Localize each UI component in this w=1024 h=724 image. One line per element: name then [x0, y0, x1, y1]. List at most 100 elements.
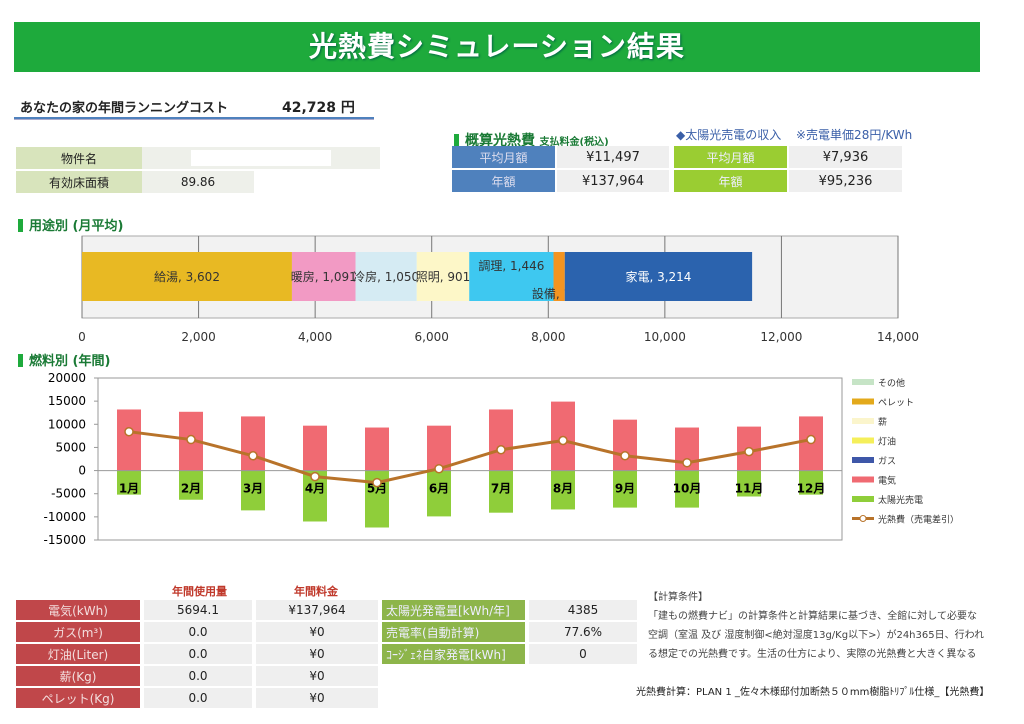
- usage-label: 灯油(Liter): [16, 644, 140, 664]
- y-tick-label: 20000: [48, 371, 86, 385]
- data-label: 照明, 901: [416, 270, 471, 284]
- bar-electric: [303, 425, 327, 471]
- usage-label: ガス(m³): [16, 622, 140, 642]
- usage-cost: ¥0: [256, 666, 378, 686]
- line-point: [620, 451, 630, 461]
- solar-label: 売電率(自動計算): [382, 622, 525, 642]
- estimate-annual-label: 年額: [452, 170, 555, 192]
- x-tick-label: 0: [78, 330, 86, 344]
- x-category-label: 3月: [243, 482, 263, 496]
- y-tick-label: -15000: [43, 533, 86, 547]
- line-point: [186, 434, 196, 445]
- line-point: [434, 463, 444, 474]
- legend-label: 薪: [878, 416, 887, 428]
- conditions-line: る想定での光熱費です。生活の仕方により、実際の光熱費と大きく異なる: [648, 649, 977, 660]
- estimate-subtitle: 支払料金(税込): [539, 137, 609, 148]
- conditions-block: 【計算条件】 「建もの燃費ナビ」の計算条件と計算結果に基づき、全館に対して必要な…: [648, 588, 984, 664]
- usage-amount: 5694.1: [144, 600, 252, 620]
- line-point: [682, 457, 692, 468]
- bar-solar: [489, 470, 513, 513]
- fuel-chart-title: 燃料別 (年間): [18, 350, 110, 369]
- bar-electric: [613, 419, 637, 471]
- line-point: [310, 471, 320, 482]
- usage-label: 電気(kWh): [16, 600, 140, 620]
- solar-income-heading: ◆太陽光売電の収入: [676, 128, 782, 142]
- legend-label: 光熱費（売電差引）: [878, 514, 959, 526]
- data-label: 冷房, 1,050: [353, 269, 419, 284]
- bar-solar: [427, 470, 451, 517]
- estimate-title: 概算光熱費: [465, 133, 535, 149]
- legend-label: ガス: [878, 456, 896, 467]
- x-tick-label: 14,000: [877, 330, 919, 344]
- area-label: 有効床面積: [16, 171, 142, 193]
- solar-value: 77.6%: [529, 622, 637, 642]
- x-category-label: 11月: [735, 482, 764, 496]
- x-tick-label: 12,000: [760, 330, 802, 344]
- data-label: 給湯, 3,602: [154, 270, 220, 284]
- solar-label: 太陽光発電量[kWh/年]: [382, 600, 525, 620]
- x-tick-label: 10,000: [644, 330, 686, 344]
- usage-cost: ¥0: [256, 622, 378, 642]
- solar-value: 4385: [529, 600, 637, 620]
- bar-electric: [241, 416, 265, 471]
- fuel-monthly-chart: 20000 15000 10000 5000 0 -5000 -10000 -15000 1月 2…: [43, 371, 959, 547]
- x-category-label: 10月: [673, 482, 702, 496]
- usage-cost: ¥0: [256, 644, 378, 664]
- legend-label: 太陽光売電: [878, 494, 923, 506]
- usage-amount: 0.0: [144, 688, 252, 708]
- usage-label: 薪(Kg): [16, 666, 140, 686]
- line-point: [124, 426, 134, 437]
- bar-segment-暖房: [291, 252, 356, 301]
- bar-electric: [117, 409, 141, 471]
- usage-cost: ¥137,964: [256, 600, 378, 620]
- y-tick-label: -10000: [43, 510, 86, 524]
- data-label: 調理, 1,446: [478, 259, 544, 273]
- x-category-label: 8月: [553, 482, 573, 496]
- usage-breakdown-chart: 0 2,000 4,000 6,000 8,000 10,000 12,000 14,000 給…: [78, 235, 919, 344]
- property-name-label: 物件名: [16, 147, 142, 169]
- line-point: [372, 477, 382, 488]
- y-tick-label: 10000: [48, 417, 86, 431]
- col-header-cost: 年間料金: [294, 585, 338, 598]
- y-tick-label: 0: [78, 464, 86, 478]
- y-tick-label: -5000: [51, 487, 86, 501]
- conditions-line: 「建もの燃費ナビ」の計算条件と計算結果に基づき、全館に対して必要な: [648, 611, 977, 622]
- solar-monthly-value: ¥7,936: [789, 146, 902, 168]
- data-label: 暖房, 1,091: [291, 269, 357, 284]
- usage-cost: ¥0: [256, 688, 378, 708]
- divider: [14, 117, 374, 120]
- bar-segment-給湯: [82, 252, 292, 301]
- property-name-value: [191, 150, 331, 166]
- solar-annual-label: 年額: [674, 170, 787, 192]
- y-tick-label: 15000: [48, 394, 86, 408]
- solar-label: ｺｰｼﾞｪﾈ自家発電[kWh]: [382, 644, 525, 664]
- x-tick-label: 6,000: [415, 330, 449, 344]
- legend-label: 電気: [878, 475, 896, 487]
- usage-amount: 0.0: [144, 644, 252, 664]
- bar-solar: [737, 470, 761, 497]
- x-category-label: 4月: [305, 482, 325, 496]
- x-category-label: 1月: [119, 482, 139, 496]
- col-header-amount: 年間使用量: [172, 585, 227, 598]
- solar-income-note: ※売電単価28円/KWh: [796, 128, 913, 142]
- area-value: 89.86: [142, 171, 254, 193]
- x-category-label: 2月: [181, 482, 201, 496]
- bar-solar: [179, 470, 203, 500]
- usage-amount: 0.0: [144, 666, 252, 686]
- line-point: [558, 435, 568, 446]
- footer-plan: 光熱費計算：PLAN 1 _佐々木様邸付加断熱５０mm樹脂ﾄﾘﾌﾟﾙ仕様_【光熱…: [636, 687, 990, 698]
- x-category-label: 6月: [429, 482, 449, 496]
- bar-solar: [117, 470, 141, 495]
- estimate-heading: 概算光熱費 支払料金(税込): [454, 130, 609, 150]
- y-tick-label: 5000: [55, 440, 86, 454]
- bar-solar: [675, 470, 699, 508]
- line-point: [496, 444, 506, 455]
- bar-solar: [799, 470, 823, 495]
- page-title: 光熱費シミュレーション結果: [14, 22, 980, 72]
- bar-solar: [551, 470, 575, 510]
- running-cost-label: あなたの家の年間ランニングコスト: [20, 101, 229, 116]
- solar-annual-value: ¥95,236: [789, 170, 902, 192]
- property-name-field[interactable]: [142, 147, 380, 169]
- bar-electric: [365, 427, 389, 471]
- running-cost-value: 42,728 円: [282, 100, 355, 116]
